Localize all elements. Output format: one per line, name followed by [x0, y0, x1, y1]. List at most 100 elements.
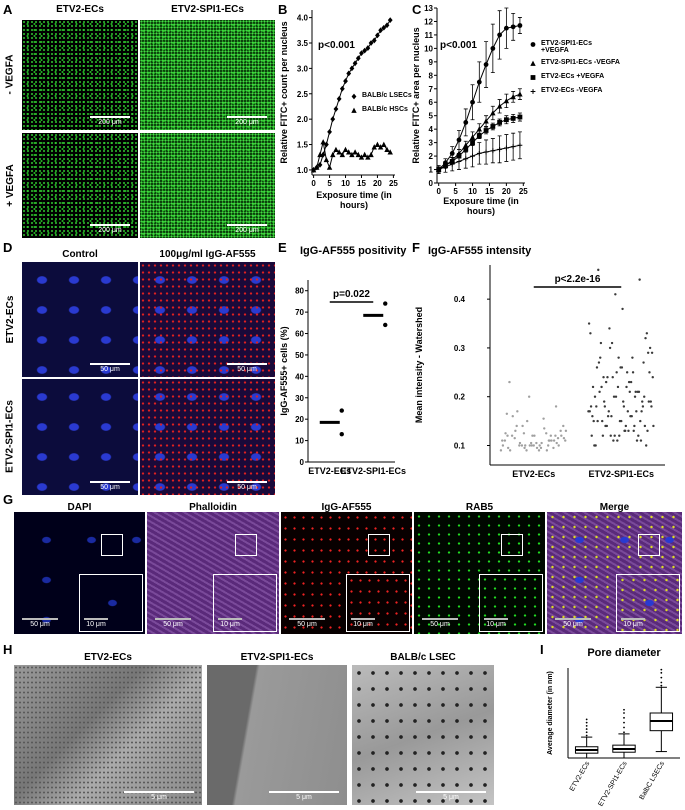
chart-svg: Mean intensity - Watershed IgG-AF555 inte…	[414, 245, 665, 479]
scale-bar-line	[90, 363, 130, 365]
x-tick-label: ETV2-SPI1-ECs	[340, 466, 406, 476]
x-tick-label: ETV2-SPI1-ECs	[597, 760, 629, 808]
marker	[343, 78, 348, 84]
data-point	[604, 424, 607, 428]
column-header: IgG-AF555	[321, 502, 372, 513]
scale-bar: 10 μm	[84, 618, 108, 628]
y-tick-label: 11	[425, 31, 434, 40]
data-point	[518, 441, 522, 445]
data-point	[641, 400, 644, 403]
y-tick-label: 70	[295, 308, 304, 317]
data-point	[550, 439, 553, 442]
data-point	[634, 390, 637, 394]
scale-bar: 50 μm	[90, 481, 130, 491]
column-header: Merge	[599, 502, 630, 513]
data-point	[339, 431, 344, 437]
legend-label: ETV2-SPI1-ECs +VEGFA	[541, 40, 592, 54]
legend-entry: ETV2-ECs +VEGFA	[528, 73, 620, 82]
data-point	[597, 268, 600, 272]
scale-bar-line	[484, 618, 508, 620]
scale-bar-text: 50 μm	[30, 621, 50, 628]
data-point	[629, 415, 632, 418]
marker	[517, 91, 523, 97]
y-tick-label: 30	[295, 394, 304, 403]
data-point	[508, 449, 512, 452]
outlier	[585, 718, 588, 721]
data-point	[631, 356, 634, 359]
data-point	[589, 332, 592, 335]
legend-entry: BALB/c HSCs	[349, 106, 419, 115]
data-point	[516, 410, 519, 413]
data-point	[589, 405, 593, 408]
data-point	[644, 444, 648, 447]
annotation: p<2.2e-16	[555, 274, 601, 285]
marker	[384, 146, 390, 153]
x-axis-label: Exposure time (in hours)	[443, 196, 519, 216]
data-point	[615, 371, 618, 374]
chart-title: Pore diameter	[587, 647, 661, 659]
data-point	[607, 410, 610, 413]
data-point	[652, 424, 655, 428]
marker	[517, 23, 523, 28]
x-tick-label: 15	[357, 179, 366, 188]
data-point	[528, 444, 532, 447]
selection-box	[501, 534, 523, 556]
data-point	[545, 449, 549, 452]
column-header: ETV2-SPI1-ECs	[171, 4, 244, 15]
marker	[339, 85, 345, 92]
legend-label: BALB/c HSCs	[362, 106, 408, 113]
data-point	[532, 444, 535, 447]
data-point	[383, 301, 388, 306]
marker	[483, 128, 489, 133]
inset: 10 μm	[479, 574, 543, 632]
chart: Relative FITC+ area per nucleus 0 1 2 3 4 5 6 7 8…	[410, 0, 685, 240]
data-point	[554, 405, 558, 408]
data-point	[555, 441, 558, 445]
column-header: BALB/c LSEC	[390, 652, 456, 663]
data-point	[543, 427, 546, 430]
data-point	[637, 434, 640, 437]
marker	[503, 117, 509, 123]
legend-marker	[530, 89, 536, 94]
marker	[490, 45, 496, 51]
marker	[456, 137, 462, 143]
marker	[510, 93, 516, 100]
marker	[365, 45, 371, 51]
data-point	[547, 439, 551, 442]
data-point	[645, 332, 649, 335]
marker	[476, 133, 482, 139]
marker	[310, 167, 317, 173]
y-tick-label: 4	[429, 125, 434, 134]
scale-bar-line	[218, 618, 242, 620]
y-axis-label: Mean intensity - Watershed	[414, 307, 424, 423]
marker	[476, 150, 482, 156]
y-tick-label: 3.5	[297, 39, 309, 48]
marker	[317, 151, 323, 158]
micrograph: 50 μm 10 μm	[547, 512, 682, 634]
scale-bar-text: 5 μm	[296, 794, 312, 801]
x-tick-label: ETV2-ECs	[569, 760, 592, 793]
marker	[470, 99, 475, 105]
data-point	[593, 395, 597, 398]
marker	[349, 65, 355, 72]
data-point	[610, 415, 613, 418]
column-header: RAB5	[465, 502, 494, 513]
data-point	[539, 446, 543, 450]
scale-bar: 10 μm	[621, 618, 645, 628]
x-tick-label: 10	[468, 187, 477, 196]
y-tick-label: 2.5	[297, 90, 309, 99]
panel-label: A	[3, 2, 13, 17]
scale-bar-text: 10 μm	[623, 621, 643, 628]
data-point	[601, 434, 605, 437]
marker	[463, 120, 469, 125]
data-point	[527, 395, 531, 398]
outlier	[660, 676, 663, 679]
scale-bar-line	[227, 363, 267, 365]
legend-label: ETV2-ECs +VEGFA	[541, 73, 605, 80]
y-tick-label: 1.0	[297, 166, 309, 175]
marker	[496, 103, 503, 109]
data-point	[562, 424, 565, 428]
column-header: Phalloidin	[189, 502, 237, 513]
data-point	[642, 361, 645, 364]
marker	[510, 24, 516, 30]
